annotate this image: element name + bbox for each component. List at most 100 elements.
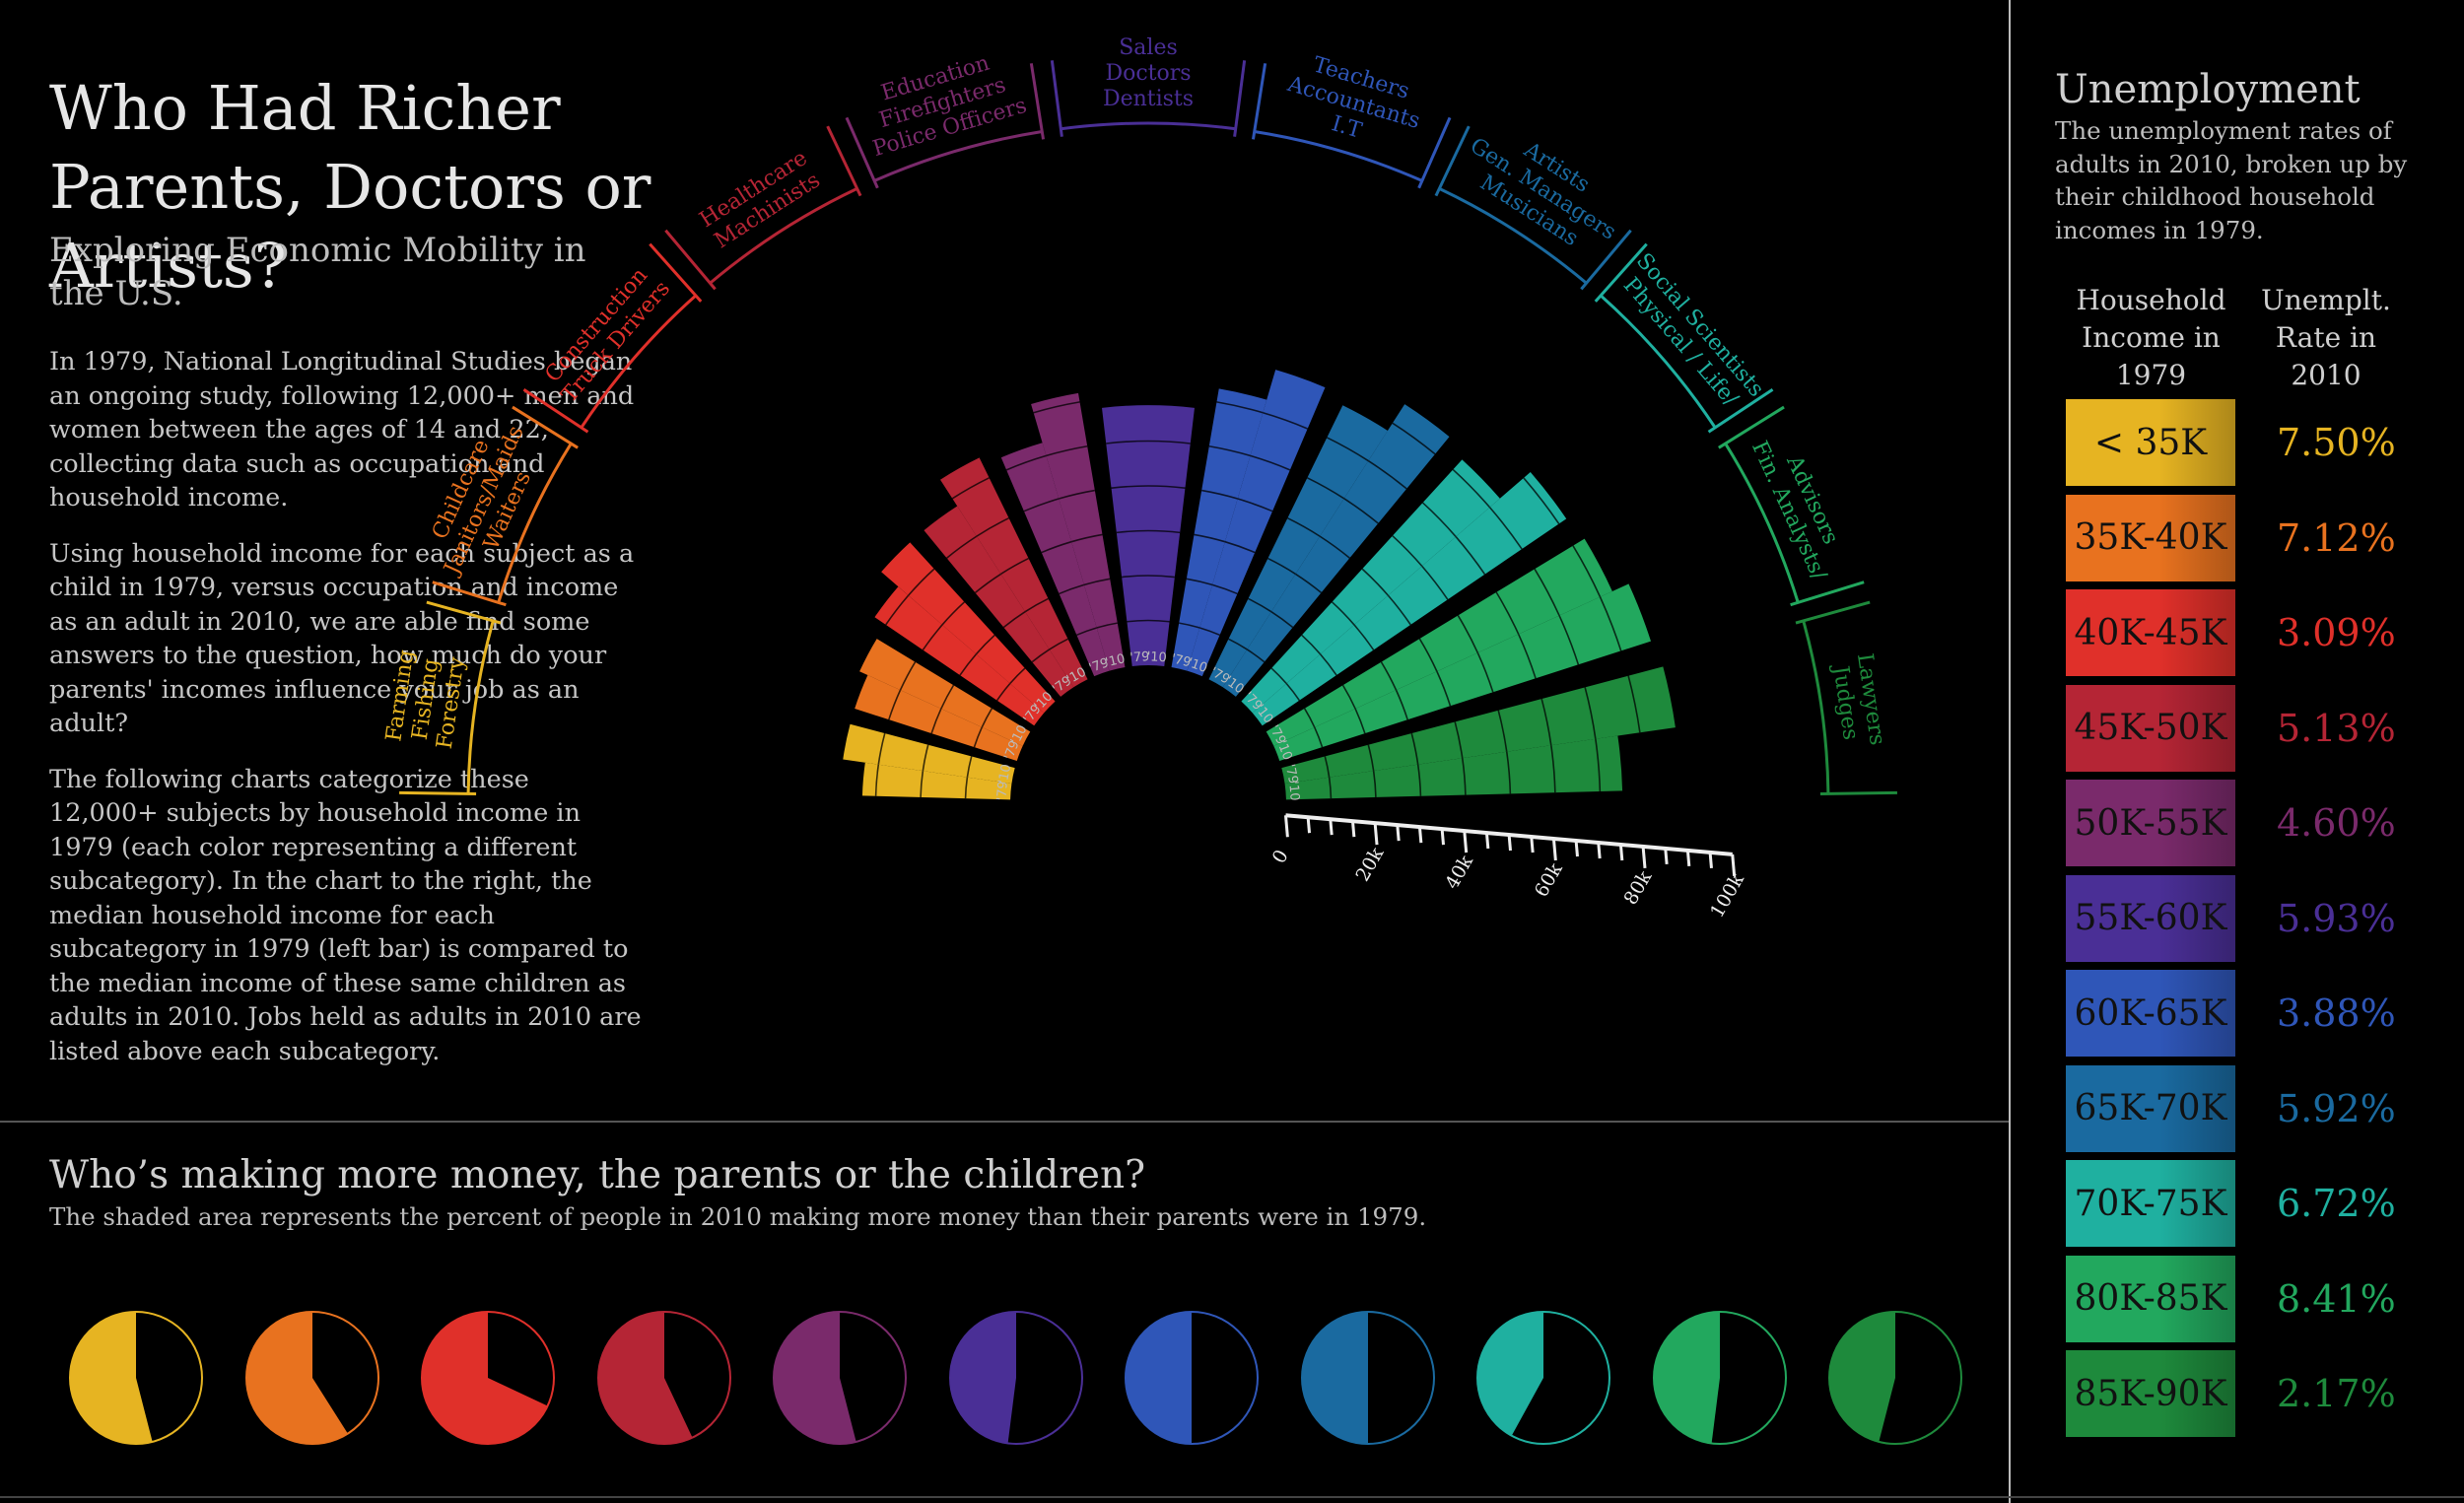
- bar-year-label: '10: [1285, 781, 1302, 801]
- income-swatch: 65K-70K: [2066, 1064, 2235, 1152]
- gridline: [966, 756, 973, 778]
- job-arc-6: [1254, 129, 1423, 182]
- intro-text: In 1979, National Longitudinal Studies b…: [49, 345, 646, 1090]
- job-label: Doctors: [1105, 61, 1191, 86]
- bottom-divider: [0, 1121, 2009, 1123]
- axis-tick: [1641, 846, 1647, 869]
- income-swatch: 45K-50K: [2066, 684, 2235, 772]
- income-swatch: 80K-85K: [2066, 1255, 2235, 1342]
- gridline: [1000, 557, 1029, 576]
- bar-y10-0: [843, 723, 1015, 785]
- gridline: [1147, 529, 1181, 534]
- gridline: [1540, 698, 1552, 746]
- income-column-header: Household Income in 1979: [2076, 284, 2226, 391]
- job-label: Dentists: [1103, 87, 1194, 111]
- job-tick: [399, 790, 477, 795]
- gridline: [1147, 440, 1191, 444]
- gridline: [1263, 411, 1308, 430]
- gridline: [1324, 756, 1331, 778]
- bar-y10-8: [1252, 471, 1567, 726]
- gridline: [1194, 533, 1226, 543]
- gridline: [976, 516, 1009, 537]
- bar-y10-5: [1148, 405, 1195, 666]
- bar-year-label: '10: [996, 763, 1015, 786]
- gridline: [1452, 468, 1491, 509]
- pie-1: [244, 1311, 379, 1445]
- gridline: [1476, 652, 1494, 693]
- bar-y79-7: [1208, 405, 1388, 688]
- gridline: [1307, 477, 1345, 500]
- gridline: [1002, 610, 1026, 629]
- gridline: [940, 684, 955, 710]
- job-arc-9: [1724, 443, 1800, 603]
- gridline: [1572, 545, 1602, 597]
- job-arc-3: [709, 187, 858, 285]
- axis-tick: [1484, 832, 1490, 850]
- income-swatch: 70K-75K: [2066, 1160, 2235, 1247]
- gridline: [1457, 615, 1479, 653]
- gridline: [1319, 535, 1350, 559]
- gridline: [1116, 529, 1149, 534]
- job-tick: [1050, 60, 1063, 137]
- gridline: [1046, 444, 1088, 457]
- job-tick: [1795, 600, 1871, 625]
- gridline: [1208, 444, 1251, 457]
- gridline: [1285, 682, 1301, 702]
- gridline: [1199, 627, 1220, 637]
- pie-8: [1476, 1311, 1610, 1445]
- gridline: [1033, 401, 1080, 414]
- gridline: [1127, 619, 1149, 623]
- axis-tick-label: 0: [1268, 846, 1293, 866]
- unemployment-rate: 5.93%: [2277, 896, 2396, 940]
- axis-tick: [1440, 828, 1446, 846]
- pie-shaded: [1653, 1312, 1720, 1444]
- gridline: [1319, 653, 1337, 676]
- gridline: [1049, 638, 1068, 650]
- job-tick: [426, 600, 502, 625]
- gridline: [1354, 708, 1366, 734]
- axis-tick: [1373, 823, 1379, 846]
- pie-6: [1125, 1311, 1259, 1445]
- job-tick: [522, 387, 589, 434]
- pie-shaded: [69, 1312, 153, 1444]
- axis-tick: [1618, 844, 1624, 861]
- unemployment-rate: 7.50%: [2277, 421, 2396, 464]
- gridline: [1331, 601, 1355, 626]
- gridline: [1380, 661, 1398, 691]
- pie-shaded: [949, 1312, 1016, 1444]
- unemployment-rate: 7.12%: [2277, 515, 2396, 560]
- gridline: [1550, 745, 1556, 793]
- unemployment-rate: 8.41%: [2277, 1276, 2396, 1321]
- gridline: [1367, 744, 1375, 772]
- gridline: [1301, 634, 1322, 655]
- gridline: [1326, 437, 1369, 462]
- axis-tick: [1350, 821, 1356, 838]
- gridline: [1341, 684, 1356, 710]
- job-tick: [1233, 60, 1247, 137]
- job-tick: [1417, 116, 1452, 189]
- gridline: [1422, 502, 1457, 538]
- axis-tick: [1708, 852, 1713, 869]
- job-tick: [826, 125, 862, 197]
- gridline: [1211, 583, 1238, 595]
- pie-7: [1300, 1311, 1435, 1445]
- pie-shaded: [1477, 1312, 1543, 1436]
- gridline: [973, 726, 983, 748]
- bar-year-label: '10: [1273, 738, 1294, 762]
- bar-y10-1: [859, 639, 1031, 746]
- bar-year-label: '79: [1170, 651, 1193, 670]
- gridline: [1361, 568, 1389, 596]
- gridline: [1523, 477, 1560, 524]
- gridline: [1224, 540, 1256, 554]
- gridline: [1031, 649, 1051, 663]
- bar-year-label: '79: [994, 781, 1011, 801]
- gridline: [1270, 610, 1294, 629]
- gridline: [1179, 622, 1200, 629]
- pie-0: [69, 1311, 203, 1445]
- job-tick: [432, 581, 507, 607]
- pie-2: [421, 1311, 555, 1445]
- gridline: [1495, 591, 1520, 635]
- pie-row: [0, 1301, 2009, 1449]
- gridline: [1186, 578, 1213, 586]
- gridline: [1436, 670, 1452, 707]
